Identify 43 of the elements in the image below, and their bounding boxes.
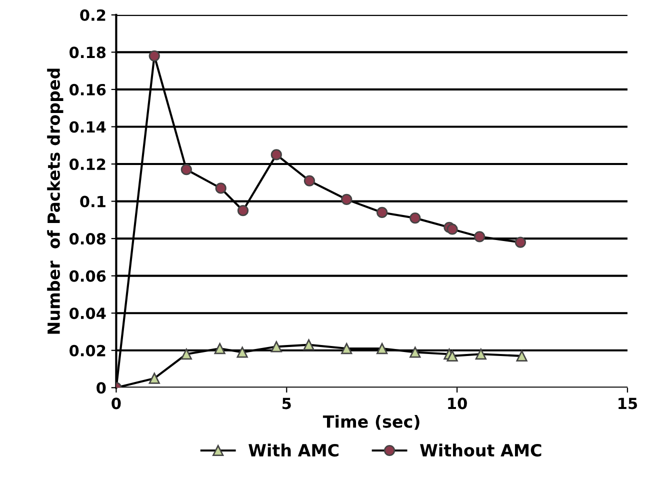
point <box>475 348 486 360</box>
point <box>148 372 160 384</box>
point <box>214 342 226 354</box>
x-tick-label: 5 <box>282 398 291 410</box>
point <box>215 182 226 194</box>
y-tick-label: 0.02 <box>70 344 106 356</box>
y-tick-label: 0.04 <box>70 308 106 320</box>
y-tick-label: 0.06 <box>70 270 106 282</box>
point <box>304 175 316 186</box>
y-tick-label: 0.16 <box>70 84 106 96</box>
point <box>270 149 282 160</box>
y-tick-label: 0 <box>96 382 106 394</box>
point <box>376 206 388 218</box>
y-tick-label: 0.2 <box>80 9 106 21</box>
x-tick-label: 10 <box>448 398 467 410</box>
y-tick-label: 0.08 <box>70 233 106 245</box>
point <box>474 231 486 242</box>
point <box>376 342 388 354</box>
point <box>180 348 192 360</box>
point <box>516 350 528 362</box>
point <box>446 350 458 362</box>
point <box>236 346 248 358</box>
point <box>303 339 314 350</box>
point <box>341 342 352 354</box>
point <box>270 341 282 352</box>
x-tick-label: 15 <box>618 398 638 410</box>
y-tick-label: 0.1 <box>80 196 106 208</box>
point <box>514 236 526 248</box>
y-tick-label: 0.12 <box>70 158 106 170</box>
point <box>180 164 192 176</box>
legend-label: Without AMC <box>420 444 542 457</box>
point <box>446 224 458 235</box>
point <box>410 346 421 358</box>
y-tick-label: 0.18 <box>70 46 106 58</box>
point <box>148 50 160 62</box>
legend-label: With AMC <box>248 444 338 457</box>
point <box>410 212 421 224</box>
x-axis-title: Time (sec) <box>322 414 420 430</box>
point <box>237 205 249 216</box>
y-axis-title: Number of Packets dropped <box>47 68 64 334</box>
y-tick-label: 0.14 <box>70 121 106 133</box>
point <box>341 194 352 205</box>
x-tick-label: 0 <box>112 398 121 410</box>
